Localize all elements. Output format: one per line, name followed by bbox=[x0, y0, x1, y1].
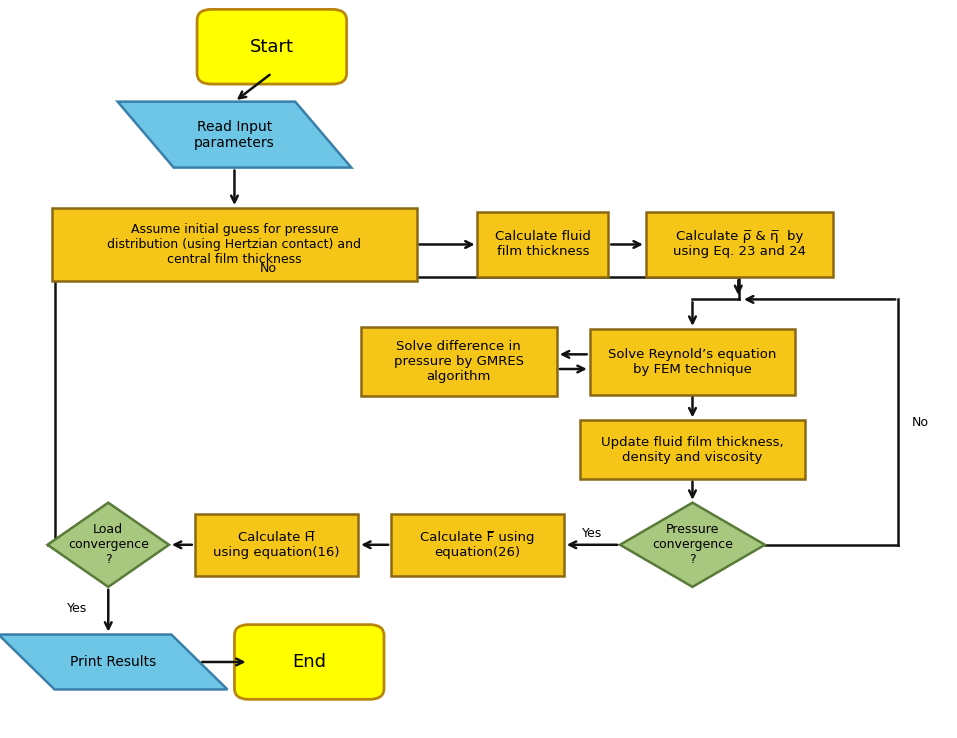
Text: Read Input
parameters: Read Input parameters bbox=[194, 120, 275, 150]
Text: No: No bbox=[259, 262, 277, 275]
Text: Solve Reynold’s equation
by FEM technique: Solve Reynold’s equation by FEM techniqu… bbox=[609, 348, 777, 376]
FancyBboxPatch shape bbox=[234, 624, 384, 700]
Text: Calculate F̅ using
equation(26): Calculate F̅ using equation(26) bbox=[420, 531, 535, 559]
Text: No: No bbox=[912, 415, 929, 429]
FancyBboxPatch shape bbox=[580, 420, 805, 479]
Polygon shape bbox=[0, 635, 228, 689]
FancyBboxPatch shape bbox=[197, 10, 346, 84]
Text: Calculate H̅
using equation(16): Calculate H̅ using equation(16) bbox=[213, 531, 340, 559]
Text: Calculate ρ̅ & η̅  by
using Eq. 23 and 24: Calculate ρ̅ & η̅ by using Eq. 23 and 24 bbox=[673, 230, 806, 258]
FancyBboxPatch shape bbox=[194, 514, 358, 576]
Text: Pressure
convergence
?: Pressure convergence ? bbox=[652, 523, 733, 566]
Polygon shape bbox=[118, 102, 351, 168]
Text: Assume initial guess for pressure
distribution (using Hertzian contact) and
cent: Assume initial guess for pressure distri… bbox=[107, 223, 362, 266]
Text: Yes: Yes bbox=[582, 527, 602, 540]
Text: Start: Start bbox=[250, 38, 294, 56]
FancyBboxPatch shape bbox=[646, 212, 833, 277]
Polygon shape bbox=[48, 503, 169, 587]
Text: Solve difference in
pressure by GMRES
algorithm: Solve difference in pressure by GMRES al… bbox=[393, 340, 523, 383]
Text: Print Results: Print Results bbox=[70, 655, 156, 669]
FancyBboxPatch shape bbox=[391, 514, 564, 576]
Text: Yes: Yes bbox=[67, 602, 88, 615]
FancyBboxPatch shape bbox=[53, 208, 416, 281]
Text: Load
convergence
?: Load convergence ? bbox=[68, 523, 148, 566]
FancyBboxPatch shape bbox=[361, 327, 557, 396]
Text: End: End bbox=[292, 653, 326, 671]
Polygon shape bbox=[620, 503, 765, 587]
Text: Calculate fluid
film thickness: Calculate fluid film thickness bbox=[495, 230, 590, 258]
FancyBboxPatch shape bbox=[478, 212, 609, 277]
Text: Update fluid film thickness,
density and viscosity: Update fluid film thickness, density and… bbox=[601, 435, 784, 463]
FancyBboxPatch shape bbox=[590, 328, 795, 395]
